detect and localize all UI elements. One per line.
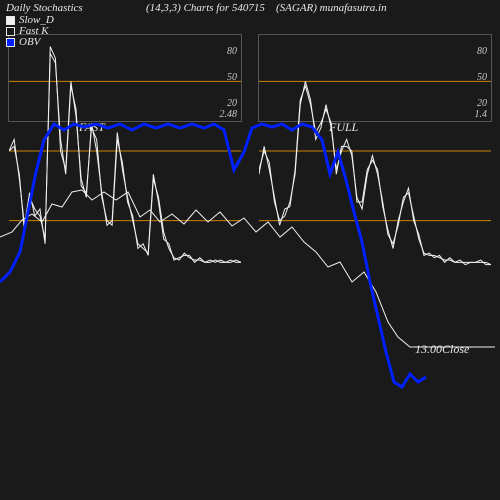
chart-params: (14,3,3) Charts for 540715 (146, 2, 276, 14)
chart-header: Daily Stochastics (14,3,3) Charts for 54… (0, 0, 500, 36)
ytick-label: 50 (227, 72, 237, 83)
legend-item: Fast K (6, 26, 494, 37)
chart-container: Daily Stochastics (14,3,3) Charts for 54… (0, 0, 500, 500)
legend-swatch (6, 27, 15, 36)
sub-chart-value: 1.4 (475, 109, 488, 120)
ytick-label: 50 (477, 72, 487, 83)
sub-chart-value: 2.48 (220, 109, 238, 120)
legend-item: OBV (6, 37, 494, 48)
chart-symbol: (SAGAR) munafasutra.in (276, 2, 396, 14)
ytick-label: 20 (227, 98, 237, 109)
legend-swatch (6, 16, 15, 25)
chart-title: Daily Stochastics (6, 2, 146, 14)
main-chart: 13.00Close (0, 122, 500, 500)
legend: Slow_D Fast K OBV (6, 15, 494, 48)
close-price-label: 13.00Close (415, 342, 469, 357)
legend-item: Slow_D (6, 15, 494, 26)
ytick-label: 20 (477, 98, 487, 109)
legend-label: OBV (19, 37, 40, 48)
legend-swatch (6, 38, 15, 47)
